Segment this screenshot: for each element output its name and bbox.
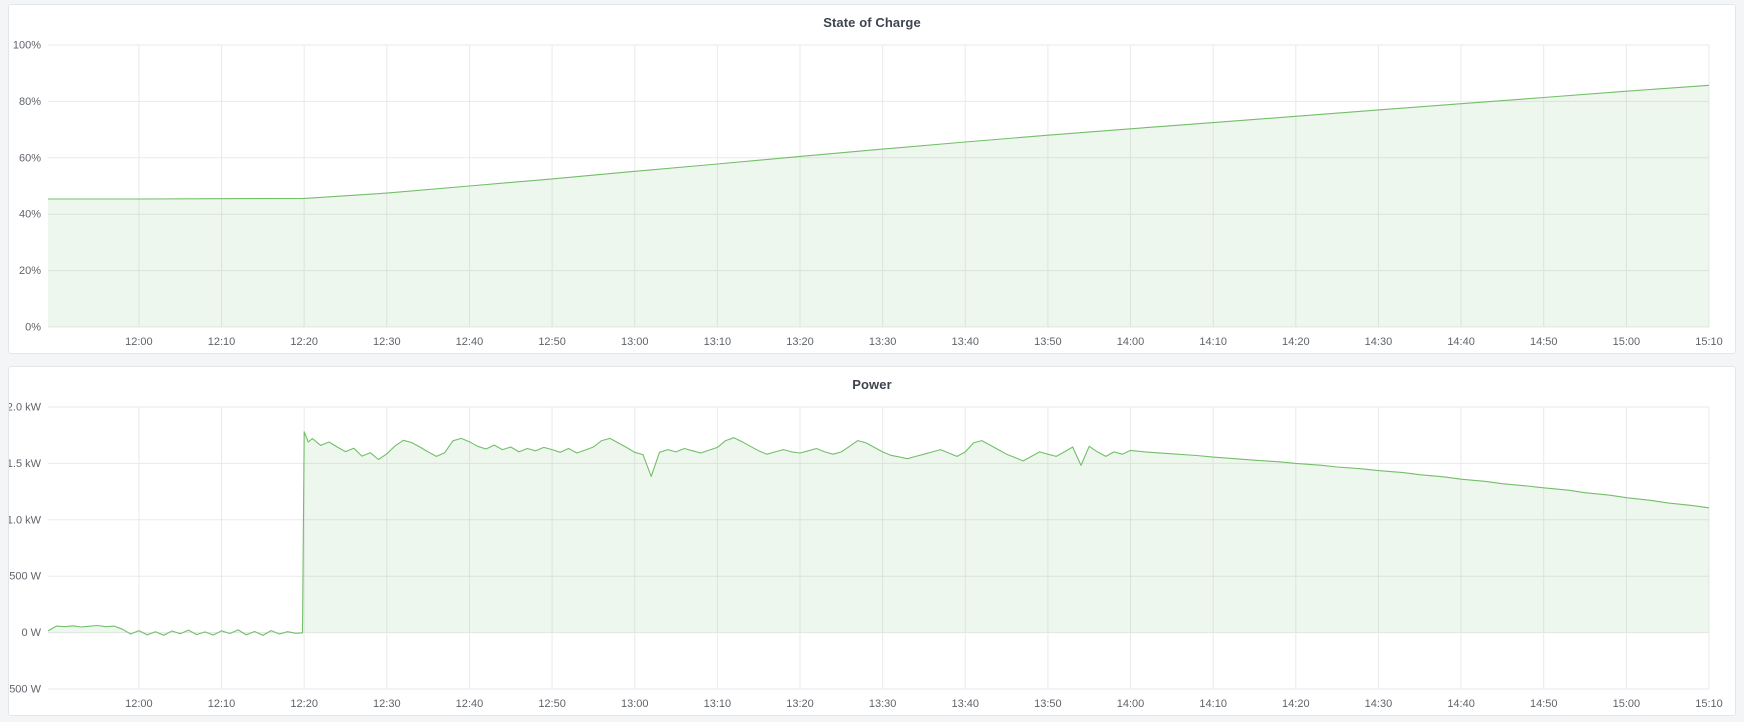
x-tick-label: 14:40 (1447, 336, 1475, 348)
y-tick-label: 1.5 kW (9, 458, 42, 470)
y-tick-label: 40% (19, 209, 41, 221)
x-tick-label: 12:40 (456, 698, 484, 710)
panel-state-of-charge: 100% 80% 60% 40% 20% 0% 12:00 12:10 12:20 12:30 12… (8, 4, 1736, 354)
x-axis-labels: 12:00 12:10 12:20 12:30 12:40 12:50 13:00 13:10… (125, 698, 1723, 710)
x-tick-label: 14:10 (1199, 698, 1227, 710)
x-tick-label: 13:40 (952, 698, 980, 710)
x-tick-label: 14:10 (1199, 336, 1227, 348)
x-tick-label: 15:10 (1695, 336, 1723, 348)
x-tick-label: 13:50 (1034, 698, 1062, 710)
soc-chart[interactable]: 100% 80% 60% 40% 20% 0% 12:00 12:10 12:20 12:30 12… (9, 5, 1735, 353)
x-tick-label: 14:50 (1530, 698, 1558, 710)
x-tick-label: 14:00 (1117, 698, 1145, 710)
y-grid (48, 406, 1709, 690)
x-tick-label: 13:10 (704, 698, 732, 710)
y-grid (48, 44, 1709, 328)
x-tick-label: 12:30 (373, 698, 401, 710)
y-tick-label: 500 W (9, 571, 41, 583)
x-tick-label: 13:00 (621, 698, 649, 710)
x-tick-label: 12:10 (208, 698, 236, 710)
y-tick-label: -500 W (9, 684, 42, 696)
x-tick-label: 14:20 (1282, 336, 1310, 348)
x-tick-label: 12:10 (208, 336, 236, 348)
x-grid (138, 407, 1710, 689)
y-tick-label: 0 W (21, 627, 41, 639)
x-tick-label: 15:00 (1613, 698, 1641, 710)
x-tick-label: 12:20 (290, 336, 318, 348)
x-tick-label: 12:50 (538, 336, 566, 348)
y-tick-label: 20% (19, 265, 41, 277)
x-tick-label: 14:20 (1282, 698, 1310, 710)
x-tick-label: 13:00 (621, 336, 649, 348)
x-tick-label: 13:30 (869, 336, 897, 348)
x-tick-label: 12:00 (125, 698, 153, 710)
series-line (47, 431, 1710, 636)
y-axis-labels: 100% 80% 60% 40% 20% 0% (13, 40, 41, 334)
x-tick-label: 12:30 (373, 336, 401, 348)
x-tick-label: 12:50 (538, 698, 566, 710)
y-axis-labels: 2.0 kW 1.5 kW 1.0 kW 500 W 0 W -500 W (9, 402, 42, 696)
x-grid (138, 45, 1710, 327)
x-axis-labels: 12:00 12:10 12:20 12:30 12:40 12:50 13:00 13:10… (125, 336, 1723, 348)
x-tick-label: 13:50 (1034, 336, 1062, 348)
y-tick-label: 1.0 kW (9, 514, 42, 526)
x-tick-label: 12:40 (456, 336, 484, 348)
series-fill (48, 85, 1709, 327)
x-tick-label: 13:20 (786, 698, 814, 710)
x-tick-label: 13:20 (786, 336, 814, 348)
series-line (48, 84, 1710, 200)
x-tick-label: 15:10 (1695, 698, 1723, 710)
y-tick-label: 60% (19, 152, 41, 164)
series-fill (48, 431, 1709, 636)
y-tick-label: 0% (25, 322, 41, 334)
panel-title-power: Power (852, 377, 892, 392)
x-tick-label: 14:30 (1365, 336, 1393, 348)
y-tick-label: 80% (19, 96, 41, 108)
x-tick-label: 15:00 (1613, 336, 1641, 348)
x-tick-label: 12:20 (290, 698, 318, 710)
x-tick-label: 13:30 (869, 698, 897, 710)
x-tick-label: 14:50 (1530, 336, 1558, 348)
x-tick-label: 12:00 (125, 336, 153, 348)
x-tick-label: 13:40 (952, 336, 980, 348)
x-tick-label: 14:00 (1117, 336, 1145, 348)
panel-title-state-of-charge: State of Charge (823, 15, 921, 30)
x-tick-label: 14:40 (1447, 698, 1475, 710)
y-tick-label: 100% (13, 40, 41, 52)
x-tick-label: 14:30 (1365, 698, 1393, 710)
x-tick-label: 13:10 (704, 336, 732, 348)
y-tick-label: 2.0 kW (9, 402, 42, 414)
